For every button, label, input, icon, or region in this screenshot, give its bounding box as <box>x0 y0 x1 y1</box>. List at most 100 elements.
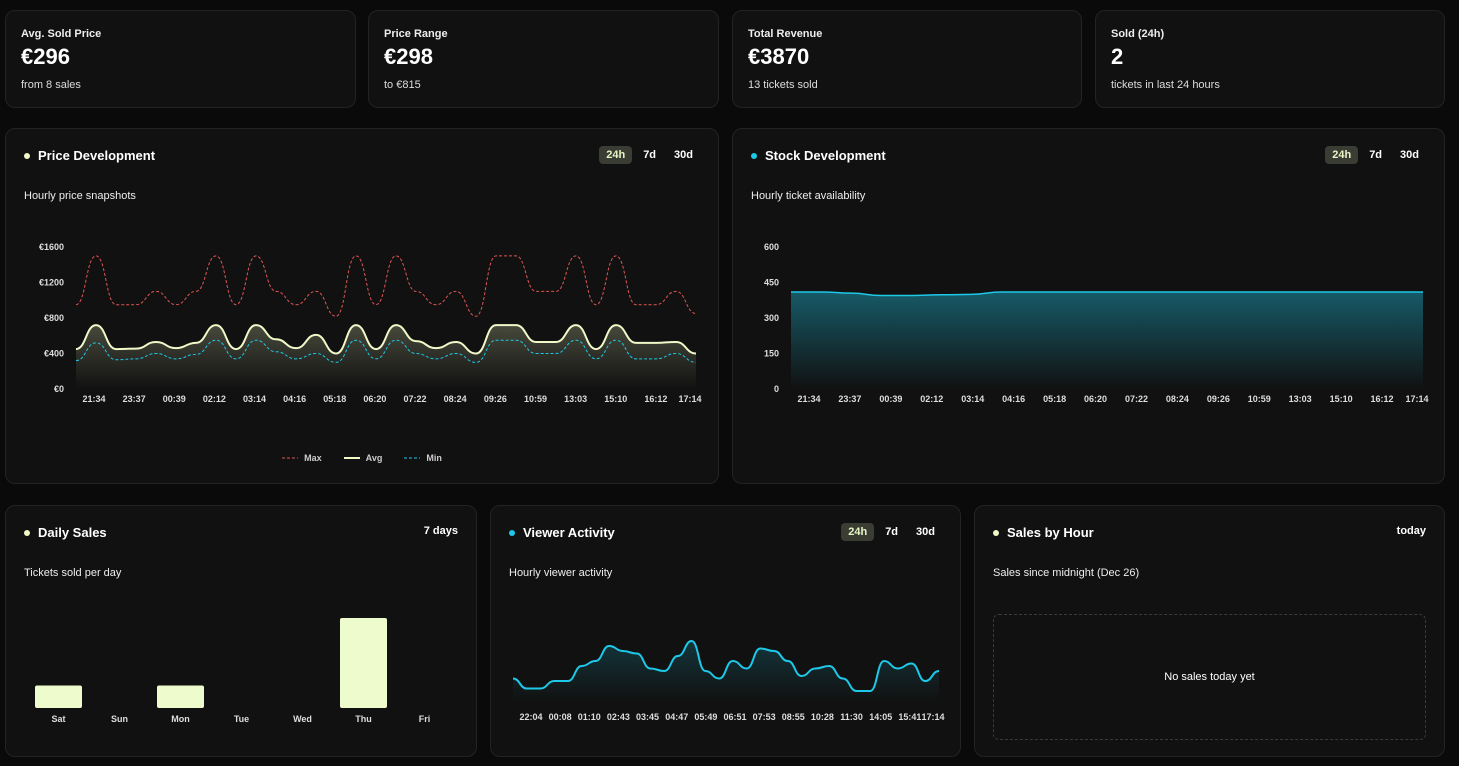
x-tick-label: 03:14 <box>243 394 266 404</box>
y-tick-label: €800 <box>44 313 64 323</box>
legend-avg: Avg <box>343 453 383 463</box>
legend-min: Min <box>404 453 442 463</box>
x-tick-label: 13:03 <box>1289 394 1312 404</box>
dot-icon <box>509 529 515 536</box>
card-subtitle: Hourly ticket availability <box>751 190 866 202</box>
range-tabs: 24h 7d 30d <box>841 523 942 541</box>
x-tick-label: 21:34 <box>797 394 820 404</box>
y-tick-label: 0 <box>774 384 779 394</box>
stat-value: €3870 <box>748 44 810 69</box>
title-text: Price Development <box>38 148 156 163</box>
y-tick-label: €1600 <box>39 242 64 252</box>
card-title: Daily Sales <box>24 525 107 540</box>
title-text: Daily Sales <box>38 525 107 540</box>
series-line-viewers <box>512 639 940 692</box>
x-tick-label: 03:14 <box>961 394 984 404</box>
tab-24h[interactable]: 24h <box>1325 146 1359 164</box>
card-title: Viewer Activity <box>509 525 615 540</box>
tab-24h[interactable]: 24h <box>599 146 633 164</box>
x-tick-label: 02:12 <box>203 394 226 404</box>
x-tick-label: 15:10 <box>604 394 627 404</box>
title-text: Sales by Hour <box>1007 525 1094 540</box>
tab-24h[interactable]: 24h <box>841 523 875 541</box>
x-tick-label: 07:53 <box>753 712 776 722</box>
empty-state: No sales today yet <box>993 614 1426 740</box>
x-tick-label: 04:16 <box>1002 394 1025 404</box>
series-line-min <box>75 339 697 363</box>
x-tick-label: 23:37 <box>123 394 146 404</box>
series-line-max <box>75 255 697 317</box>
stat-sub: tickets in last 24 hours <box>1111 79 1220 91</box>
y-tick-label: 450 <box>764 278 779 288</box>
x-tick-label: 07:22 <box>1125 394 1148 404</box>
bar-thu <box>340 618 387 708</box>
stock-chart: 0 150 300 450 600 21:34 23:37 00:39 02:12 03:14 04… <box>764 242 1429 404</box>
x-tick-label: 04:16 <box>283 394 306 404</box>
x-tick-label: 22:04 <box>519 712 542 722</box>
x-tick-label: 09:26 <box>1207 394 1230 404</box>
x-tick-label: 05:49 <box>694 712 717 722</box>
x-tick-label: 07:22 <box>404 394 427 404</box>
card-title: Sales by Hour <box>993 525 1094 540</box>
series-area-avg <box>76 325 696 389</box>
x-tick-label: 13:03 <box>564 394 587 404</box>
viewer-chart: 22:04 00:08 01:10 02:43 03:45 04:47 05:49 06:51… <box>512 639 945 722</box>
x-tick-label: Tue <box>234 714 249 724</box>
stat-label: Total Revenue <box>748 28 823 40</box>
title-text: Stock Development <box>765 148 886 163</box>
x-tick-label: 16:12 <box>1371 394 1394 404</box>
x-tick-label: 11:30 <box>840 712 863 722</box>
tab-30d[interactable]: 30d <box>916 526 935 538</box>
tab-7d[interactable]: 7d <box>885 526 899 538</box>
x-tick-label: 15:41 <box>898 712 921 722</box>
range-tabs: 24h 7d 30d <box>599 146 700 164</box>
tab-30d[interactable]: 30d <box>674 149 693 161</box>
x-tick-label: 02:12 <box>920 394 943 404</box>
card-subtitle: Tickets sold per day <box>24 567 122 579</box>
x-tick-label: 14:05 <box>869 712 892 722</box>
x-tick-label: 10:28 <box>811 712 834 722</box>
tab-30d[interactable]: 30d <box>1400 149 1419 161</box>
tab-7d[interactable]: 7d <box>1369 149 1383 161</box>
x-tick-label: 00:39 <box>879 394 902 404</box>
card-title: Stock Development <box>751 148 886 163</box>
stat-sub: to €815 <box>384 79 421 91</box>
bar-mon <box>157 685 204 708</box>
x-tick-label: Sat <box>51 714 65 724</box>
y-tick-label: €1200 <box>39 278 64 288</box>
card-subtitle: Hourly viewer activity <box>509 567 613 579</box>
x-tick-label: 02:43 <box>607 712 630 722</box>
x-tick-label: 23:37 <box>838 394 861 404</box>
y-tick-label: 300 <box>764 313 779 323</box>
x-tick-label: 15:10 <box>1330 394 1353 404</box>
dot-icon <box>751 152 757 159</box>
dot-icon <box>24 529 30 536</box>
x-tick-label: 06:51 <box>723 712 746 722</box>
stat-value: €298 <box>384 44 433 69</box>
stat-label: Sold (24h) <box>1111 28 1165 40</box>
daily-sales-card: Daily Sales 7 days Tickets sold per day … <box>5 505 477 757</box>
stat-sub: 13 tickets sold <box>748 79 818 91</box>
stat-value: €296 <box>21 44 70 69</box>
tab-7d[interactable]: 7d <box>643 149 657 161</box>
series-area-stock <box>791 291 1423 389</box>
series-line-avg <box>75 324 697 355</box>
stat-sub: from 8 sales <box>21 79 81 91</box>
x-tick-label: 04:47 <box>665 712 688 722</box>
stat-label: Avg. Sold Price <box>21 28 102 40</box>
card-subtitle: Sales since midnight (Dec 26) <box>993 567 1140 579</box>
price-development-card: Price Development 24h 7d 30d Hourly pric… <box>5 128 719 484</box>
stat-card-avg-price: Avg. Sold Price €296 from 8 sales <box>5 10 356 108</box>
x-tick-label: Thu <box>355 714 372 724</box>
title-text: Viewer Activity <box>523 525 615 540</box>
price-chart: €0 €400 €800 €1200 €1600 21:34 23:37 00:39 02:12… <box>39 242 702 404</box>
daily-sales-chart: Sat Sun Mon Tue Wed Thu Fri <box>35 618 431 724</box>
dot-icon <box>24 152 30 159</box>
x-tick-label: Fri <box>419 714 431 724</box>
x-tick-label: 16:12 <box>644 394 667 404</box>
x-tick-label: 08:55 <box>782 712 805 722</box>
viewer-activity-card: Viewer Activity 24h 7d 30d Hourly viewer… <box>490 505 961 757</box>
x-tick-label: 06:20 <box>1084 394 1107 404</box>
legend-max: Max <box>282 453 322 463</box>
x-tick-label: 06:20 <box>363 394 386 404</box>
